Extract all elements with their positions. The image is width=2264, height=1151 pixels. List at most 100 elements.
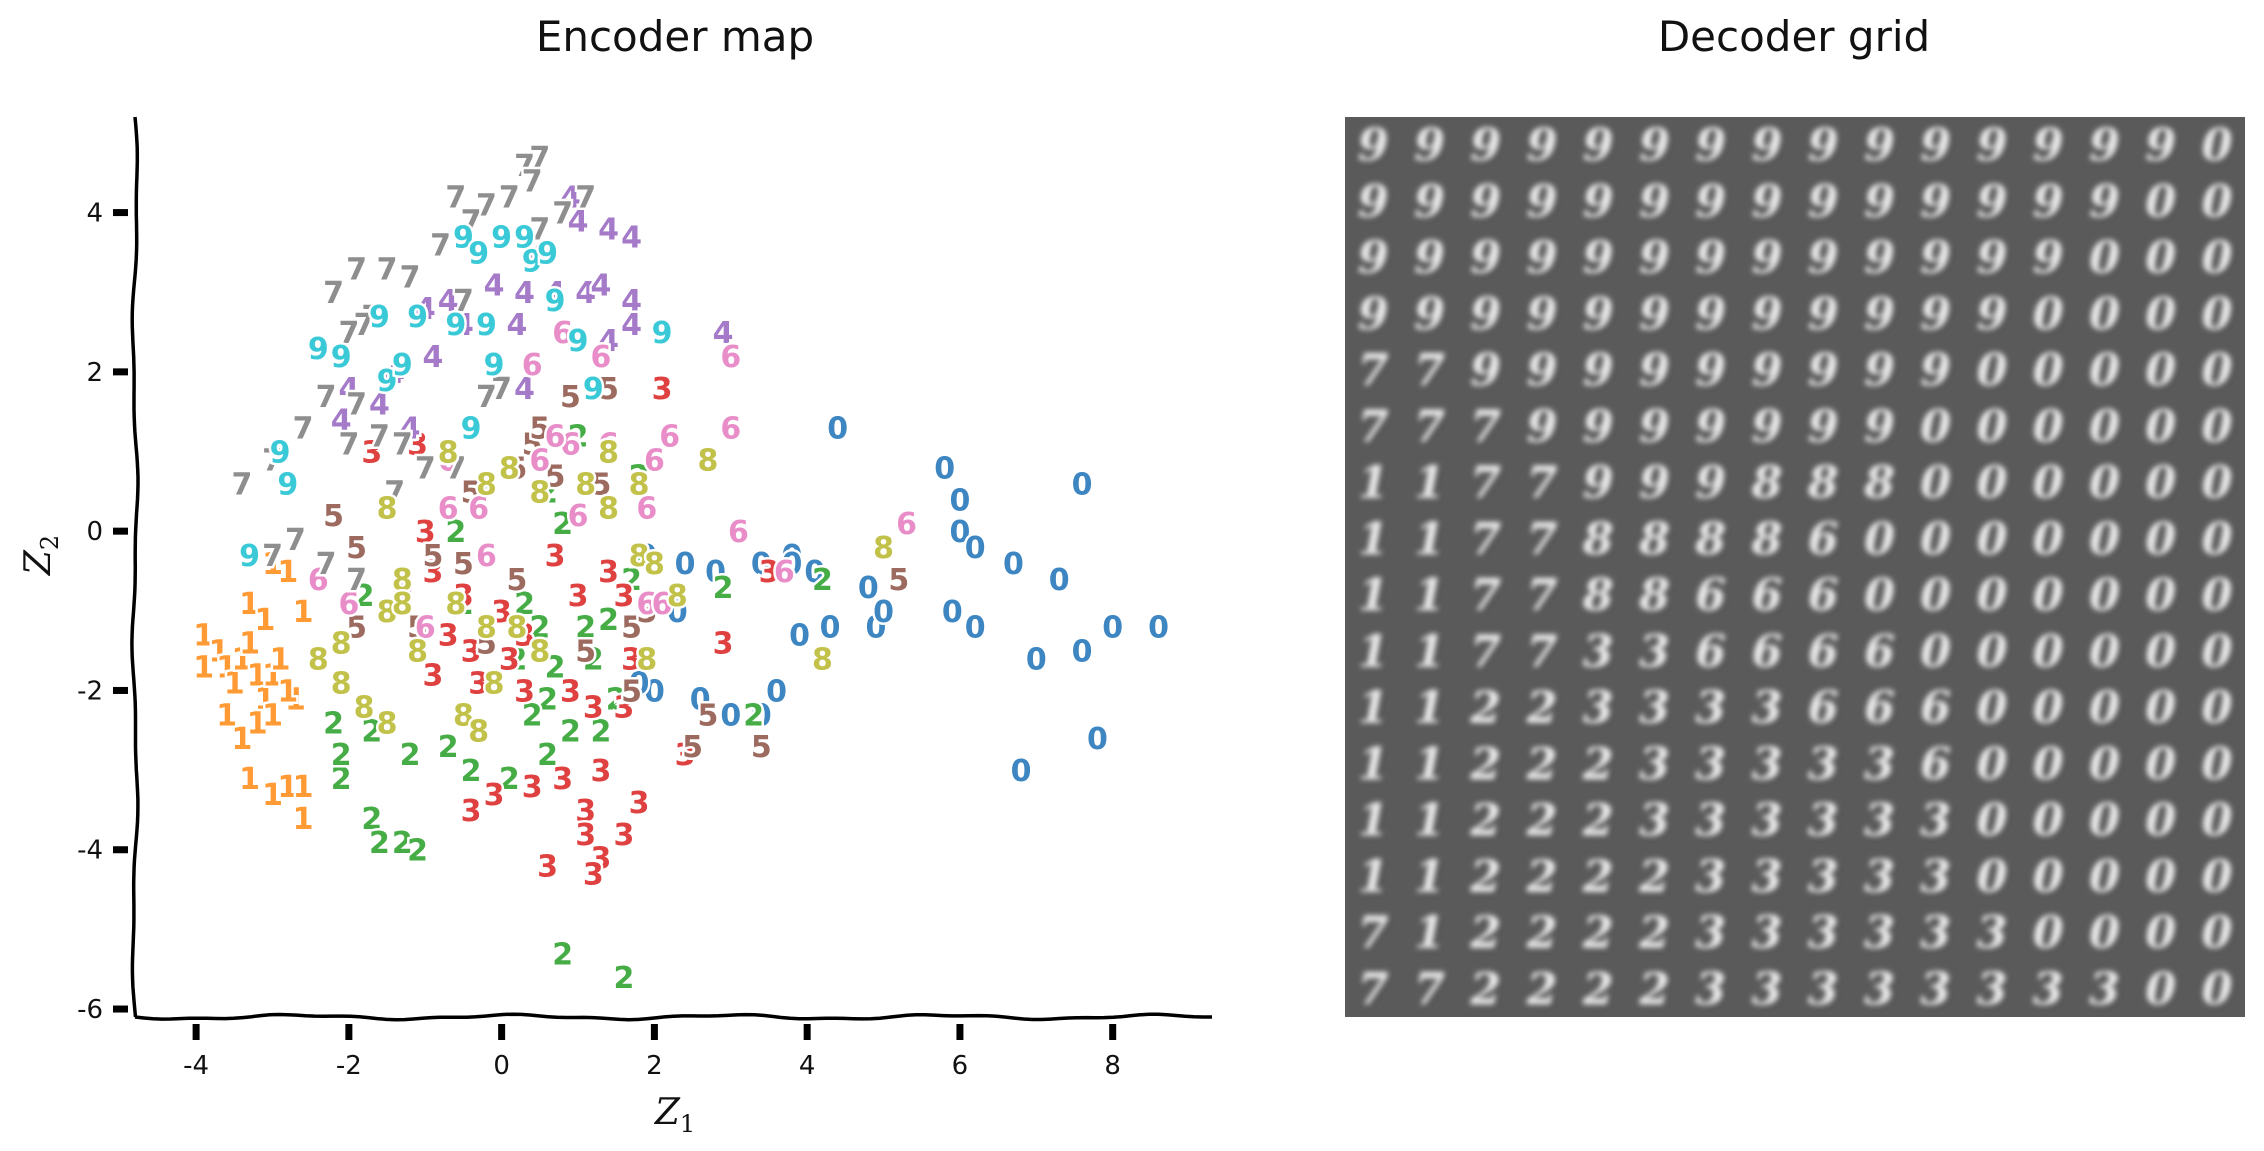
decoder-cell-shadow: 6 — [1810, 572, 1841, 623]
decoder-cell-shadow: 3 — [1641, 741, 1672, 792]
decoder-cell-shadow: 0 — [2035, 572, 2066, 623]
decoder-cell-digit: 0 — [1920, 514, 1951, 565]
decoder-cell-shadow: 2 — [1640, 966, 1672, 1017]
scatter-point-digit-2: 2 — [522, 698, 543, 733]
decoder-cell-digit: 3 — [1977, 908, 2008, 959]
decoder-cell-shadow: 2 — [1471, 741, 1503, 792]
scatter-point-digit-6: 6 — [636, 587, 657, 622]
scatter-point-digit-3: 3 — [675, 738, 696, 773]
decoder-cell-shadow: 9 — [1866, 178, 1897, 229]
scatter-point-digit-7: 7 — [461, 205, 482, 240]
x-tick-label: -2 — [336, 1051, 362, 1081]
scatter-point-digit-8: 8 — [476, 611, 497, 646]
decoder-cell-digit: 9 — [1470, 233, 1501, 284]
scatter-point-digit-7: 7 — [552, 197, 573, 232]
decoder-cell-shadow: 0 — [1979, 741, 2010, 792]
decoder-cell-shadow: 0 — [1922, 460, 1953, 511]
decoder-cell-digit: 0 — [2202, 964, 2233, 1015]
scatter-point-digit-1: 1 — [216, 651, 237, 686]
decoder-cell-shadow: 0 — [2091, 797, 2122, 848]
decoder-cell-digit: 0 — [2145, 739, 2176, 790]
y-tick-label: -2 — [77, 676, 103, 706]
decoder-cell-shadow: 9 — [1754, 347, 1785, 398]
decoder-cell-digit: 7 — [1527, 570, 1558, 621]
scatter-point-digit-2: 2 — [461, 754, 482, 789]
decoder-cell-shadow: 1 — [1360, 741, 1391, 792]
decoder-cell-shadow: 2 — [1528, 910, 1560, 961]
scatter-point-digit-2: 2 — [552, 937, 573, 972]
decoder-cell-shadow: 7 — [1472, 572, 1503, 623]
decoder-cell-shadow: 0 — [2035, 403, 2066, 454]
scatter-point-digit-7: 7 — [491, 372, 512, 407]
decoder-cell-shadow: 3 — [1585, 685, 1616, 736]
decoder-cell-shadow: 6 — [1866, 628, 1897, 679]
decoder-cell-digit: 0 — [2145, 851, 2176, 902]
scatter-point-digit-0: 0 — [644, 675, 665, 710]
decoder-cell-digit: 9 — [1639, 458, 1670, 509]
scatter-point-digit-3: 3 — [583, 858, 604, 893]
scatter-point-digit-0: 0 — [751, 547, 772, 582]
scatter-point-digit-3: 3 — [713, 627, 734, 662]
decoder-cell-shadow: 9 — [1866, 291, 1897, 342]
scatter-point-digit-0: 0 — [865, 611, 886, 646]
scatter-point-digit-8: 8 — [392, 563, 413, 598]
scatter-point-digit-7: 7 — [285, 523, 306, 558]
decoder-cell-shadow: 0 — [2091, 628, 2122, 679]
scatter-point-digit-4: 4 — [338, 372, 359, 407]
decoder-cell-shadow: 0 — [2204, 291, 2235, 342]
scatter-point-digit-5: 5 — [506, 451, 527, 486]
decoder-cell-digit: 3 — [2089, 964, 2120, 1015]
decoder-cell-digit: 0 — [1864, 570, 1895, 621]
scatter-point-digit-1: 1 — [270, 643, 291, 678]
decoder-cell-shadow: 9 — [1529, 235, 1560, 286]
scatter-point-digit-5: 5 — [598, 372, 619, 407]
decoder-cell-shadow: 3 — [1866, 853, 1897, 904]
decoder-cell-digit: 2 — [1638, 908, 1670, 959]
scatter-point-digit-5: 5 — [697, 698, 718, 733]
scatter-point-digit-6: 6 — [476, 539, 497, 574]
decoder-cell-digit: 3 — [1752, 739, 1783, 790]
scatter-point-digit-0: 0 — [820, 611, 841, 646]
scatter-point-digit-0: 0 — [1049, 563, 1070, 598]
decoder-cell-shadow: 0 — [1979, 347, 2010, 398]
decoder-cell-shadow: 9 — [1416, 178, 1447, 229]
decoder-cell-digit: 2 — [1469, 739, 1501, 790]
decoder-cell-digit: 0 — [2089, 401, 2120, 452]
scatter-point-digit-9: 9 — [491, 221, 512, 256]
scatter-point-digit-0: 0 — [965, 531, 986, 566]
decoder-cell-shadow: 0 — [2204, 910, 2235, 961]
decoder-cell-shadow: 9 — [1922, 291, 1953, 342]
scatter-point-digit-0: 0 — [629, 667, 650, 702]
decoder-cell-digit: 9 — [1470, 345, 1501, 396]
scatter-point-digit-2: 2 — [514, 587, 535, 622]
decoder-cell-digit: 9 — [1358, 289, 1389, 340]
decoder-cell-digit: 2 — [1582, 795, 1614, 846]
decoder-cell-digit: 9 — [1808, 120, 1839, 171]
scatter-point-digit-1: 1 — [239, 587, 260, 622]
scatter-point-digit-8: 8 — [873, 531, 894, 566]
decoder-cell-digit: 0 — [2033, 851, 2064, 902]
scatter-point-digit-6: 6 — [896, 507, 917, 542]
scatter-point-digit-6: 6 — [659, 420, 680, 455]
scatter-point-digit-2: 2 — [499, 762, 520, 797]
decoder-cell-digit: 1 — [1358, 570, 1389, 621]
decoder-cell-digit: 2 — [1526, 851, 1558, 902]
decoder-cell-shadow: 0 — [2147, 628, 2178, 679]
decoder-cell-shadow: 6 — [1697, 572, 1728, 623]
decoder-cell-shadow: 7 — [1472, 516, 1503, 567]
scatter-point-digit-2: 2 — [545, 651, 566, 686]
decoder-cell-digit: 9 — [1864, 176, 1895, 227]
scatter-point-digit-4: 4 — [598, 324, 619, 359]
scatter-point-digit-5: 5 — [636, 595, 657, 630]
decoder-cell-digit: 9 — [1414, 289, 1445, 340]
decoder-cell-shadow: 8 — [1696, 516, 1728, 567]
decoder-cell-shadow: 0 — [2035, 910, 2066, 961]
scatter-point-digit-2: 2 — [629, 459, 650, 494]
decoder-cell-digit: 0 — [2089, 458, 2120, 509]
scatter-point-digit-9: 9 — [537, 236, 558, 271]
scatter-point-digit-8: 8 — [407, 635, 428, 670]
decoder-cell-shadow: 1 — [1416, 628, 1447, 679]
scatter-point-digit-4: 4 — [713, 316, 734, 351]
decoder-cell-shadow: 2 — [1471, 685, 1503, 736]
